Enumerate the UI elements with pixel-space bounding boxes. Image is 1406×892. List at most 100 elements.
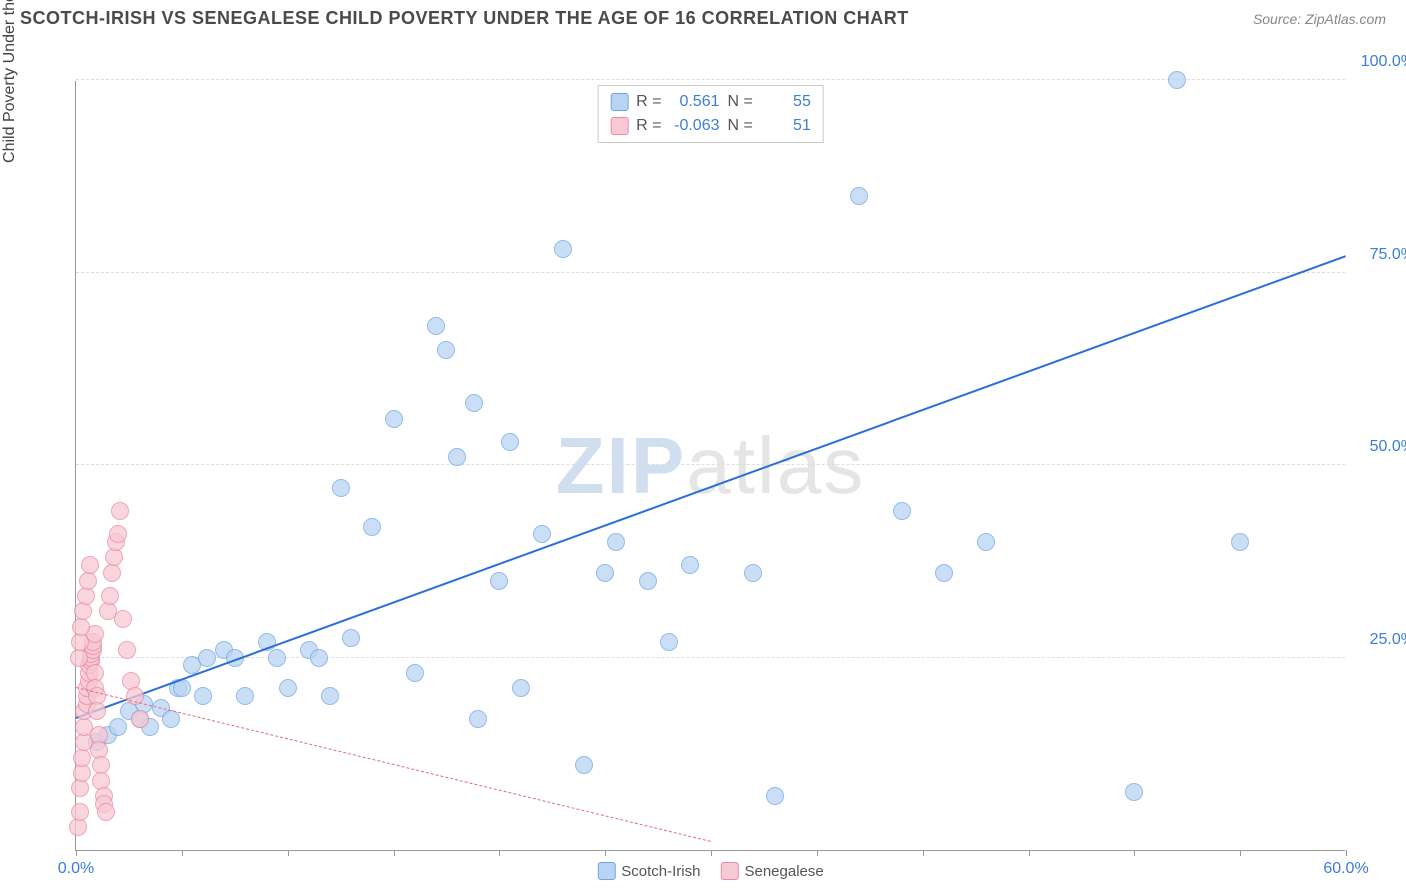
n-value: 55	[761, 90, 811, 114]
legend-item: Scotch-Irish	[597, 862, 700, 880]
data-point	[469, 710, 487, 728]
data-point	[490, 572, 508, 590]
legend-label: Scotch-Irish	[621, 863, 700, 880]
data-point	[236, 687, 254, 705]
y-tick-label: 25.0%	[1355, 631, 1406, 649]
data-point	[935, 564, 953, 582]
data-point	[105, 548, 123, 566]
data-point	[385, 410, 403, 428]
data-point	[744, 564, 762, 582]
data-point	[575, 756, 593, 774]
x-tick	[817, 850, 818, 856]
data-point	[131, 710, 149, 728]
data-point	[766, 787, 784, 805]
data-point	[73, 764, 91, 782]
x-tick	[182, 850, 183, 856]
data-point	[321, 687, 339, 705]
data-point	[332, 479, 350, 497]
r-label: R =	[636, 90, 661, 114]
n-label: N =	[728, 90, 753, 114]
data-point	[448, 448, 466, 466]
x-tick	[1240, 850, 1241, 856]
x-tick	[76, 850, 77, 856]
data-point	[71, 779, 89, 797]
trend-line	[76, 255, 1347, 719]
chart-header: SCOTCH-IRISH VS SENEGALESE CHILD POVERTY…	[0, 0, 1406, 33]
gridline	[76, 79, 1345, 80]
gridline	[76, 272, 1345, 273]
data-point	[109, 718, 127, 736]
data-point	[342, 629, 360, 647]
data-point	[681, 556, 699, 574]
data-point	[363, 518, 381, 536]
gridline	[76, 657, 1345, 658]
x-tick	[394, 850, 395, 856]
r-value: -0.063	[670, 114, 720, 138]
data-point	[1168, 71, 1186, 89]
data-point	[73, 749, 91, 767]
x-tick	[499, 850, 500, 856]
data-point	[893, 502, 911, 520]
series-legend: Scotch-Irish Senegalese	[597, 862, 823, 880]
data-point	[194, 687, 212, 705]
y-axis-label: Child Poverty Under the Age of 16	[1, 0, 19, 163]
data-point	[103, 564, 121, 582]
data-point	[69, 818, 87, 836]
data-point	[310, 649, 328, 667]
stats-row: R = 0.561 N = 55	[610, 90, 811, 114]
data-point	[77, 587, 95, 605]
x-tick	[1029, 850, 1030, 856]
data-point	[660, 633, 678, 651]
watermark: ZIPatlas	[556, 420, 865, 512]
y-tick-label: 100.0%	[1355, 53, 1406, 71]
data-point	[1125, 783, 1143, 801]
data-point	[427, 317, 445, 335]
data-point	[72, 618, 90, 636]
data-point	[88, 702, 106, 720]
trend-line	[76, 687, 711, 842]
data-point	[74, 602, 92, 620]
x-tick-label: 0.0%	[58, 860, 94, 878]
n-value: 51	[761, 114, 811, 138]
y-tick-label: 75.0%	[1355, 246, 1406, 264]
data-point	[198, 649, 216, 667]
data-point	[596, 564, 614, 582]
correlation-stats-box: R = 0.561 N = 55R = -0.063 N = 51	[597, 85, 824, 143]
legend-swatch	[720, 862, 738, 880]
gridline	[76, 464, 1345, 465]
data-point	[512, 679, 530, 697]
n-label: N =	[728, 114, 753, 138]
x-tick	[1134, 850, 1135, 856]
x-tick	[605, 850, 606, 856]
legend-swatch	[597, 862, 615, 880]
data-point	[279, 679, 297, 697]
scatter-plot: ZIPatlas R =0.561N =55R =-0.063N =51 Sco…	[75, 81, 1345, 851]
data-point	[639, 572, 657, 590]
data-point	[81, 556, 99, 574]
data-point	[533, 525, 551, 543]
data-point	[101, 587, 119, 605]
series-swatch	[610, 93, 628, 111]
x-tick	[923, 850, 924, 856]
data-point	[977, 533, 995, 551]
data-point	[465, 394, 483, 412]
x-tick-label: 60.0%	[1323, 860, 1368, 878]
data-point	[437, 341, 455, 359]
chart-title: SCOTCH-IRISH VS SENEGALESE CHILD POVERTY…	[20, 8, 909, 29]
x-tick	[288, 850, 289, 856]
data-point	[607, 533, 625, 551]
data-point	[406, 664, 424, 682]
data-point	[111, 502, 129, 520]
data-point	[79, 572, 97, 590]
legend-item: Senegalese	[720, 862, 823, 880]
data-point	[501, 433, 519, 451]
data-point	[70, 649, 88, 667]
y-tick-label: 50.0%	[1355, 438, 1406, 456]
x-tick	[1346, 850, 1347, 856]
data-point	[850, 187, 868, 205]
r-value: 0.561	[670, 90, 720, 114]
data-point	[71, 803, 89, 821]
data-point	[97, 803, 115, 821]
data-point	[109, 525, 127, 543]
data-point	[71, 633, 89, 651]
